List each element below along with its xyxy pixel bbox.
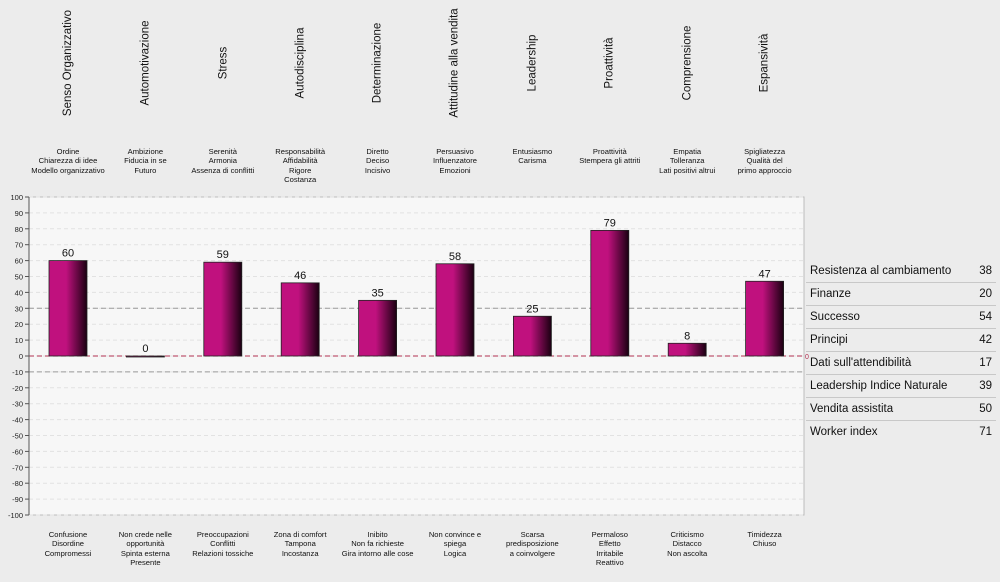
negative-descriptor: Confusione Disordine Compromessi bbox=[44, 530, 92, 558]
bar-value-label: 47 bbox=[758, 268, 770, 280]
y-tick-label: 20 bbox=[15, 320, 23, 329]
y-tick-label: 50 bbox=[15, 273, 23, 282]
stat-label: Successo bbox=[810, 311, 860, 323]
y-tick-label: -90 bbox=[12, 495, 23, 504]
positive-descriptor: Persuasivo Influenzatore Emozioni bbox=[433, 147, 477, 175]
positive-descriptor: Ordine Chiarezza di idee Modello organiz… bbox=[31, 147, 105, 175]
negative-descriptor: Zona di comfort Tampona Incostanza bbox=[273, 530, 327, 558]
bar-value-label: 8 bbox=[684, 330, 690, 342]
bar-value-label: 0 bbox=[142, 343, 148, 355]
y-tick-label: -100 bbox=[8, 511, 23, 520]
bar-value-label: 46 bbox=[294, 270, 306, 282]
y-tick-label: 10 bbox=[15, 336, 23, 345]
stat-row: Principi 42 bbox=[806, 329, 996, 352]
y-tick-label: 90 bbox=[15, 209, 23, 218]
positive-descriptor: Responsabilità Affidabilità Rigore Costa… bbox=[275, 147, 326, 184]
positive-descriptor: Spigliatezza Qualità del primo approccio bbox=[737, 147, 792, 175]
y-tick-label: -60 bbox=[12, 447, 23, 456]
y-tick-label: -70 bbox=[12, 463, 23, 472]
y-tick-label: 30 bbox=[15, 304, 23, 313]
negative-descriptor: Scarsa predisposizione a coinvolgere bbox=[506, 530, 559, 558]
y-tick-label: 100 bbox=[10, 193, 23, 202]
stat-value: 20 bbox=[979, 288, 992, 300]
bar bbox=[513, 315, 552, 357]
stat-row: Worker index 71 bbox=[806, 421, 996, 443]
bar bbox=[745, 280, 784, 357]
bar bbox=[435, 263, 475, 357]
bar-value-label: 58 bbox=[449, 251, 461, 263]
y-tick-label: -80 bbox=[12, 479, 23, 488]
y-tick-label: -50 bbox=[12, 432, 23, 441]
bar bbox=[590, 229, 630, 357]
stat-label: Dati sull'attendibilità bbox=[810, 357, 912, 369]
bar-value-label: 79 bbox=[604, 217, 616, 229]
negative-descriptor: Preoccupazioni Conflitti Relazioni tossi… bbox=[192, 530, 254, 558]
zero-marker: 0 bbox=[805, 354, 809, 361]
stat-row: Dati sull'attendibilità 17 bbox=[806, 352, 996, 375]
y-tick-label: 40 bbox=[15, 288, 23, 297]
positive-descriptor: Entusiasmo Carisma bbox=[512, 147, 553, 166]
positive-descriptor: Proattività Stempera gli attriti bbox=[579, 147, 641, 166]
bar bbox=[358, 299, 398, 357]
negative-descriptor: Timidezza Chiuso bbox=[747, 530, 782, 549]
y-tick-label: 0 bbox=[19, 352, 23, 361]
stat-row: Successo 54 bbox=[806, 306, 996, 329]
y-tick-label: 70 bbox=[15, 241, 23, 250]
stat-label: Worker index bbox=[810, 426, 878, 438]
bar bbox=[667, 342, 707, 357]
bar bbox=[126, 355, 165, 358]
positive-descriptor: Serenità Armonia Assenza di conflitti bbox=[191, 147, 255, 175]
bar bbox=[203, 261, 243, 357]
stat-label: Finanze bbox=[810, 288, 851, 300]
stat-label: Resistenza al cambiamento bbox=[810, 265, 952, 277]
y-tick-label: 80 bbox=[15, 225, 23, 234]
positive-descriptor: Ambizione Fiducia in se Futuro bbox=[124, 147, 167, 175]
bar-value-label: 25 bbox=[526, 303, 538, 315]
stat-label: Vendita assistita bbox=[810, 403, 894, 415]
bar bbox=[48, 260, 88, 357]
negative-descriptor: Permaloso Effetto Irritabile Reattivo bbox=[591, 530, 628, 567]
stat-row: Leadership Indice Naturale 39 bbox=[806, 375, 996, 398]
negative-descriptor: Criticismo Distacco Non ascolta bbox=[667, 530, 708, 558]
stat-row: Vendita assistita 50 bbox=[806, 398, 996, 421]
stat-value: 38 bbox=[979, 265, 992, 277]
y-tick-label: 60 bbox=[15, 257, 23, 266]
negative-descriptor: Non crede nelle opportunità Spinta ester… bbox=[118, 530, 172, 567]
positive-descriptor: Diretto Deciso Incisivo bbox=[364, 147, 391, 175]
negative-descriptor: Inibito Non fa richieste Gira intorno al… bbox=[341, 530, 414, 558]
stat-value: 50 bbox=[979, 403, 992, 415]
bar-value-label: 35 bbox=[371, 287, 383, 299]
positive-descriptor: Empatia Tolleranza Lati positivi altrui bbox=[659, 147, 716, 175]
stat-value: 54 bbox=[979, 311, 992, 323]
stat-value: 39 bbox=[979, 380, 992, 392]
stat-value: 17 bbox=[979, 357, 992, 369]
y-tick-label: -30 bbox=[12, 400, 23, 409]
y-tick-label: -20 bbox=[12, 384, 23, 393]
stat-label: Principi bbox=[810, 334, 848, 346]
y-tick-label: -10 bbox=[12, 368, 23, 377]
stat-value: 71 bbox=[979, 426, 992, 438]
negative-descriptor: Non convince e spiega Logica bbox=[428, 530, 482, 558]
bar bbox=[280, 282, 320, 357]
stat-row: Resistenza al cambiamento 38 bbox=[806, 260, 996, 283]
stat-row: Finanze 20 bbox=[806, 283, 996, 306]
stat-label: Leadership Indice Naturale bbox=[810, 380, 948, 392]
stats-panel: Resistenza al cambiamento 38 Finanze 20 Su… bbox=[806, 260, 996, 443]
y-tick-label: -40 bbox=[12, 416, 23, 425]
stat-value: 42 bbox=[979, 334, 992, 346]
bar-value-label: 60 bbox=[62, 248, 74, 260]
bar-value-label: 59 bbox=[217, 249, 229, 261]
